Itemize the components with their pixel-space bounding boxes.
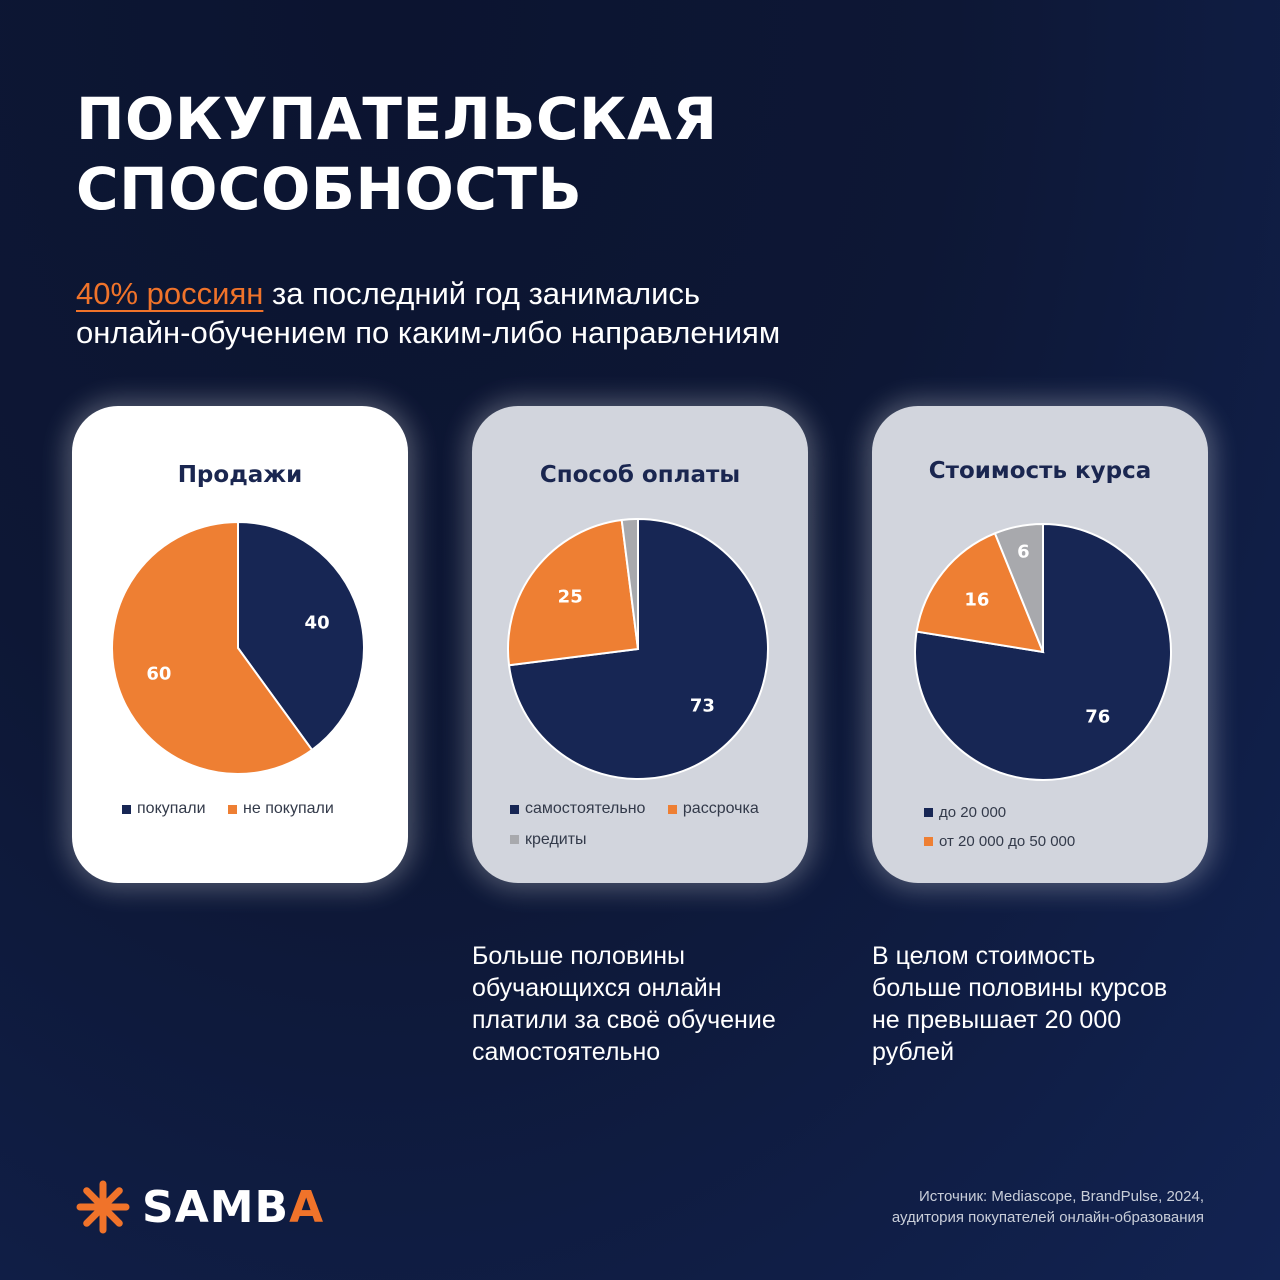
logo-text-accent: A	[289, 1181, 325, 1233]
cost-note: В целом стоимость больше половины курсов…	[872, 940, 1222, 1068]
cost-note-line: не превышает 20 000	[872, 1006, 1122, 1034]
legend-label-credit: кредиты	[525, 830, 587, 848]
cost-legend: до 20 000 от 20 000 до 50 000	[924, 804, 1093, 862]
pie-slice-label: 73	[690, 696, 715, 717]
source-note: Источник: Mediascope, BrandPulse, 2024, …	[892, 1186, 1204, 1228]
sales-pie-chart: 40 60	[111, 520, 365, 775]
sales-card: Продажи 40 60 покупали не покупали	[72, 406, 408, 883]
legend-label-self: самостоятельно	[525, 800, 646, 817]
lead-text: 40% россиян за последний год занимались …	[76, 274, 780, 352]
cost-pie-chart: 76 16 6	[914, 522, 1172, 781]
pie-slice-label: 76	[1085, 706, 1110, 727]
payment-note-line: обучающихся онлайн	[472, 974, 722, 1002]
lead-line-2: онлайн-обучением по каким-либо направлен…	[76, 315, 781, 350]
legend-label-20000-50000: от 20 000 до 50 000	[939, 833, 1076, 850]
pie-slice	[915, 532, 1045, 654]
legend-swatch-orange	[667, 804, 677, 814]
legend-swatch-navy	[510, 804, 519, 814]
legend-item-installment: рассрочка	[667, 800, 759, 818]
legend-item-self: самостоятельно	[510, 800, 645, 818]
cost-note-line: рублей	[872, 1038, 955, 1066]
asterisk-icon	[76, 1180, 130, 1234]
legend-label-not-bought: не покупали	[243, 800, 334, 817]
legend-swatch-grey	[510, 835, 519, 844]
logo-text-main: SAMB	[142, 1181, 290, 1233]
payment-note-line: Больше половины	[472, 942, 685, 970]
payment-legend: самостоятельно рассрочка кредиты	[510, 800, 777, 861]
lead-highlight: 40% россиян	[76, 276, 264, 311]
legend-item-bought: покупали	[122, 800, 206, 818]
payment-card: Способ оплаты 73 25 самостоятельно рассро…	[472, 406, 808, 883]
pie-slice	[237, 520, 365, 752]
samba-logo: SAMBA	[76, 1180, 324, 1234]
legend-swatch-navy	[924, 808, 933, 817]
pie-slice-label: 16	[964, 589, 989, 610]
source-line-1: Источник: Mediascope, BrandPulse, 2024,	[918, 1188, 1204, 1205]
cost-card: Стоимость курса 76 16 6 до 20 000 от 20 00…	[872, 406, 1208, 883]
legend-swatch-orange	[924, 837, 933, 846]
sales-chart-title: Продажи	[177, 462, 303, 488]
pie-slice	[993, 522, 1044, 653]
payment-note-line: самостоятельно	[472, 1038, 661, 1066]
payment-pie-chart: 73 25	[507, 517, 769, 780]
pie-slice-label: 60	[146, 664, 171, 685]
page-title: ПОКУПАТЕЛЬСКАЯ СПОСОБНОСТЬ	[76, 84, 718, 224]
cost-note-line: В целом стоимость	[872, 942, 1096, 970]
sales-legend: покупали не покупали	[122, 800, 352, 819]
legend-item-under-20000: до 20 000	[924, 804, 1006, 821]
legend-item-not-bought: не покупали	[228, 800, 334, 818]
payment-note: Больше половины обучающихся онлайн плати…	[472, 940, 822, 1068]
logo-text: SAMBA	[142, 1182, 324, 1233]
legend-label-installment: рассрочка	[682, 800, 759, 817]
legend-label-under-20000: до 20 000	[939, 804, 1007, 821]
cost-note-line: больше половины курсов	[872, 974, 1168, 1002]
legend-swatch-orange	[228, 804, 238, 814]
legend-item-20000-50000: от 20 000 до 50 000	[924, 833, 1075, 850]
source-line-2: аудитория покупателей онлайн-образования	[891, 1209, 1204, 1226]
pie-slice-label: 40	[305, 612, 330, 633]
pie-slice-label: 25	[558, 586, 583, 607]
page-title-line-1: ПОКУПАТЕЛЬСКАЯ	[76, 85, 718, 153]
payment-chart-title: Способ оплаты	[539, 462, 741, 488]
lead-rest: за последний год занимались	[263, 276, 701, 311]
pie-slice	[620, 517, 639, 650]
pie-slice-label: 6	[1017, 541, 1030, 562]
cost-chart-title: Стоимость курса	[928, 458, 1152, 484]
page-title-line-2: СПОСОБНОСТЬ	[76, 155, 583, 223]
pie-slice	[507, 518, 640, 667]
legend-swatch-navy	[122, 804, 131, 814]
pie-slice	[914, 522, 1172, 781]
legend-label-bought: покупали	[137, 800, 206, 817]
legend-item-credit: кредиты	[510, 831, 587, 849]
payment-note-line: платили за своё обучение	[472, 1006, 776, 1034]
pie-slice	[111, 520, 314, 775]
